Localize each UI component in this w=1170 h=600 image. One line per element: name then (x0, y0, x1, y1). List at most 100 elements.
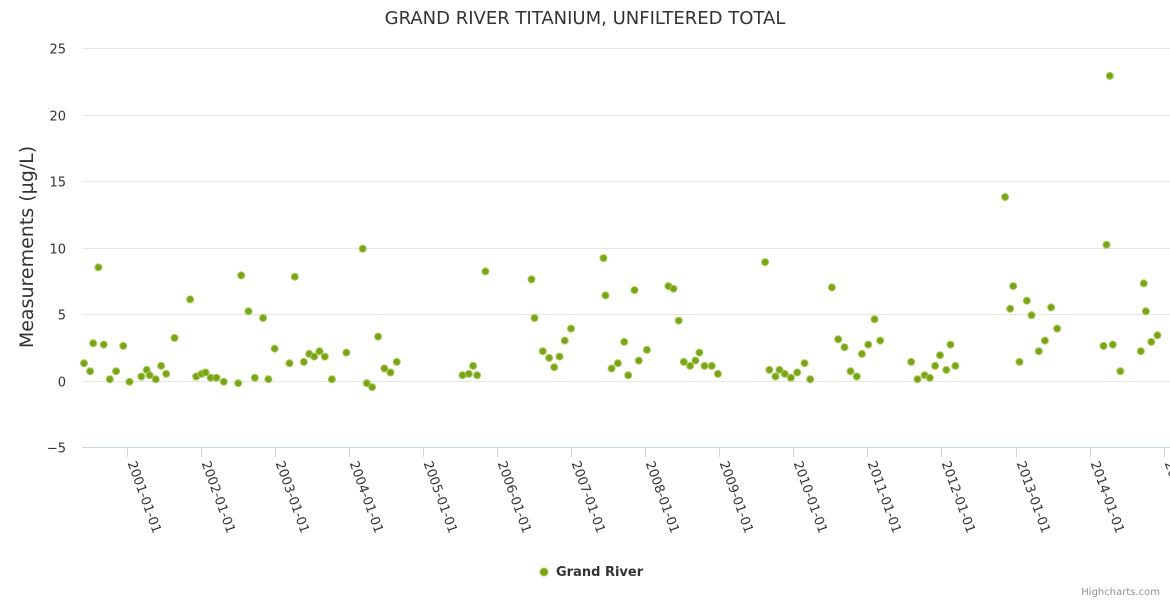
data-point[interactable] (145, 371, 154, 380)
data-point[interactable] (469, 361, 478, 370)
data-point[interactable] (630, 286, 639, 295)
data-point[interactable] (89, 339, 98, 348)
data-point[interactable] (800, 359, 809, 368)
data-point[interactable] (270, 344, 279, 353)
data-point[interactable] (170, 333, 179, 342)
data-point[interactable] (1053, 324, 1062, 333)
data-point[interactable] (852, 372, 861, 381)
data-point[interactable] (392, 357, 401, 366)
data-point[interactable] (634, 356, 643, 365)
data-point[interactable] (530, 314, 539, 322)
data-point[interactable] (464, 369, 473, 378)
data-point[interactable] (840, 343, 849, 352)
data-point[interactable] (713, 369, 722, 378)
data-point[interactable] (386, 368, 395, 377)
data-point[interactable] (806, 375, 815, 384)
data-point[interactable] (669, 284, 678, 293)
data-point[interactable] (567, 324, 575, 333)
data-point[interactable] (162, 369, 171, 378)
data-point[interactable] (327, 375, 336, 384)
data-point[interactable] (315, 347, 324, 356)
data-point[interactable] (1105, 71, 1114, 80)
data-point[interactable] (827, 283, 836, 292)
data-point[interactable] (362, 379, 371, 388)
data-point[interactable] (1001, 193, 1010, 201)
data-point[interactable] (786, 373, 795, 382)
data-point[interactable] (607, 364, 616, 373)
data-point[interactable] (310, 352, 319, 361)
credits-link[interactable]: Highcharts.com (1081, 587, 1160, 598)
legend[interactable]: Grand River (539, 565, 644, 580)
data-point[interactable] (299, 357, 308, 366)
data-point[interactable] (80, 359, 88, 368)
data-point[interactable] (212, 373, 221, 382)
data-point[interactable] (264, 375, 273, 384)
data-point[interactable] (473, 371, 482, 380)
data-point[interactable] (219, 377, 228, 386)
data-point[interactable] (876, 336, 885, 345)
data-point[interactable] (380, 364, 389, 373)
data-point[interactable] (1015, 357, 1024, 366)
data-point[interactable] (780, 369, 789, 378)
data-point[interactable] (250, 373, 259, 382)
data-point[interactable] (186, 295, 195, 304)
data-point[interactable] (112, 367, 121, 376)
data-point[interactable] (1027, 311, 1036, 320)
data-point[interactable] (1102, 240, 1111, 249)
data-point[interactable] (942, 365, 951, 374)
data-point[interactable] (157, 361, 166, 370)
data-point[interactable] (613, 359, 622, 368)
data-point[interactable] (913, 375, 922, 384)
data-point[interactable] (707, 361, 716, 370)
data-point[interactable] (1022, 296, 1031, 305)
data-point[interactable] (620, 337, 629, 346)
data-point[interactable] (237, 271, 246, 280)
data-point[interactable] (1141, 307, 1150, 316)
data-point[interactable] (358, 244, 367, 253)
data-point[interactable] (599, 254, 608, 263)
data-point[interactable] (775, 365, 784, 374)
data-point[interactable] (151, 375, 160, 384)
data-point[interactable] (1099, 341, 1108, 350)
data-point[interactable] (936, 351, 944, 360)
data-point[interactable] (259, 314, 268, 322)
data-point[interactable] (125, 377, 134, 386)
data-point[interactable] (793, 368, 802, 377)
data-point[interactable] (555, 352, 564, 361)
data-point[interactable] (691, 356, 700, 365)
data-point[interactable] (761, 258, 770, 267)
data-point[interactable] (624, 371, 633, 380)
data-point[interactable] (834, 335, 843, 344)
data-point[interactable] (1153, 331, 1162, 340)
data-point[interactable] (931, 361, 940, 370)
data-point[interactable] (137, 372, 146, 381)
data-point[interactable] (481, 267, 490, 276)
data-point[interactable] (674, 316, 683, 325)
data-point[interactable] (601, 291, 610, 300)
data-point[interactable] (925, 373, 934, 382)
data-point[interactable] (1139, 279, 1148, 288)
data-point[interactable] (1006, 304, 1015, 313)
data-point[interactable] (342, 348, 351, 357)
data-point[interactable] (368, 383, 377, 392)
data-point[interactable] (907, 357, 916, 366)
data-point[interactable] (234, 379, 243, 388)
data-point[interactable] (320, 352, 329, 361)
data-point[interactable] (94, 263, 103, 272)
data-point[interactable] (1047, 303, 1056, 312)
data-point[interactable] (458, 371, 467, 380)
data-point[interactable] (1034, 347, 1043, 356)
data-point[interactable] (527, 275, 536, 284)
data-point[interactable] (201, 368, 210, 377)
data-point[interactable] (374, 332, 383, 341)
data-point[interactable] (1136, 347, 1145, 356)
data-point[interactable] (560, 336, 569, 345)
data-point[interactable] (700, 361, 709, 370)
data-point[interactable] (545, 353, 554, 362)
data-point[interactable] (1147, 337, 1156, 346)
legend-item-label[interactable]: Grand River (556, 565, 644, 580)
data-point[interactable] (1009, 282, 1018, 291)
data-point[interactable] (550, 363, 559, 372)
data-point[interactable] (290, 272, 299, 281)
data-point[interactable] (1116, 367, 1125, 376)
